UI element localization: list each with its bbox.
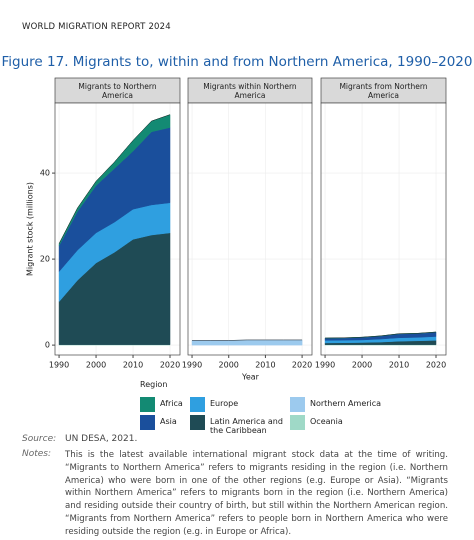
x-tick-label: 2010 [123,361,143,370]
header: WORLD MIGRATION REPORT 2024 [22,22,171,32]
panel-border [54,102,181,356]
legend-label: Oceania [310,417,343,426]
strip-title: Migrants from Northern America [339,81,428,100]
plot-area [188,103,312,355]
x-tick-label: 2010 [389,361,409,370]
area [191,339,303,346]
x-tick-label: 1990 [182,361,202,370]
legend-label: Latin America and the Caribbean [210,417,283,435]
area-outline [58,114,171,244]
legend-label: Europe [210,399,239,408]
x-tick-label: 2020 [292,361,312,370]
y-tick-label: 40 [40,169,50,178]
strip [187,77,313,104]
x-tick-label: 2000 [219,361,239,370]
strip-title: Migrants to Northern America [78,81,157,100]
legend-swatch [290,397,305,412]
panel-border [320,102,447,356]
source-label: Source: [22,434,57,444]
notes-text: This is the latest available internation… [65,450,448,537]
legend-swatch [190,415,205,430]
strip [320,77,447,104]
legend-swatch [140,415,155,430]
legend-title: Region [140,380,168,389]
legend-label: Africa [160,399,183,408]
x-tick-label: 1990 [49,361,69,370]
y-axis-label: Migrant stock (millions) [26,182,35,276]
legend-label: Northern America [310,399,382,408]
legend-swatch [140,397,155,412]
x-tick-label: 2000 [86,361,106,370]
strip-title: Migrants within Northern America [203,81,297,100]
figure-title: Figure 17. Migrants to, within and from … [1,54,473,70]
strip [54,77,181,104]
plot-area [321,103,446,355]
x-tick-label: 2000 [352,361,372,370]
source-text: UN DESA, 2021. [65,434,138,444]
legend-swatch [190,397,205,412]
legend-swatch [290,415,305,430]
x-axis-label: Year [241,373,260,382]
panel-border [187,102,313,356]
notes-label: Notes: [22,449,52,459]
x-tick-label: 2020 [160,361,180,370]
y-tick-label: 0 [45,341,50,350]
x-tick-label: 2020 [426,361,446,370]
x-tick-label: 1990 [315,361,335,370]
y-tick-label: 20 [40,255,50,264]
legend-label: Asia [160,417,177,426]
x-tick-label: 2010 [255,361,275,370]
area-outline [325,331,437,339]
